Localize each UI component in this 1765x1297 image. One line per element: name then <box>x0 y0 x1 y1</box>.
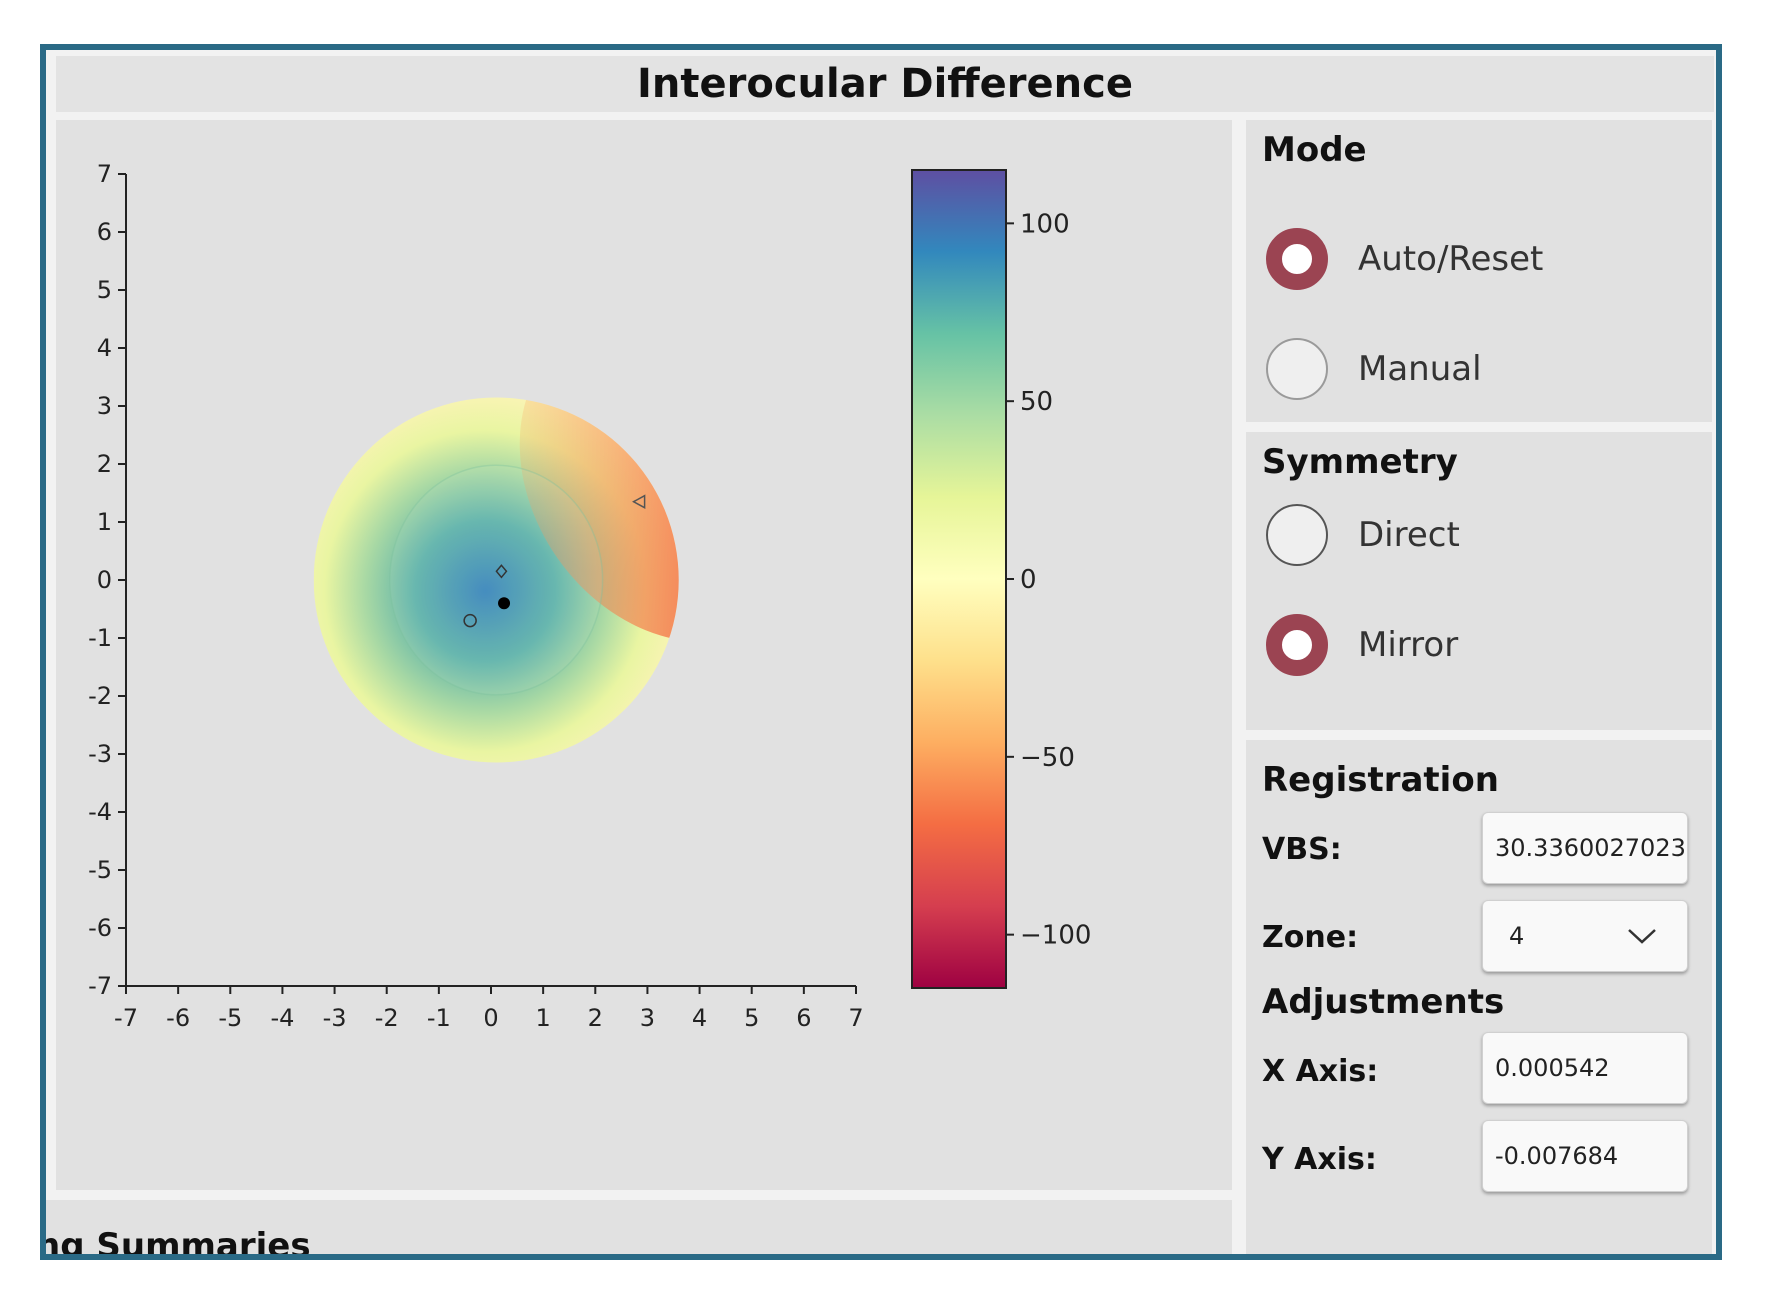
x-tick-label: 3 <box>640 1004 655 1032</box>
x-tick-label: 2 <box>588 1004 603 1032</box>
radio-auto-reset-indicator[interactable] <box>1266 228 1328 290</box>
x-axis-input[interactable]: 0.000542 <box>1482 1032 1688 1104</box>
y-tick-label: 1 <box>97 508 112 536</box>
open-circle-marker <box>463 613 477 628</box>
y-axis-value: -0.007684 <box>1495 1142 1619 1170</box>
colorbar-tick-label: 0 <box>1020 565 1037 595</box>
x-tick-label: -7 <box>114 1004 138 1032</box>
y-tick-label: -6 <box>88 914 112 942</box>
x-tick-label: -5 <box>218 1004 242 1032</box>
y-tick-label: 7 <box>97 160 112 188</box>
y-tick-label: 3 <box>97 392 112 420</box>
registration-title: Registration <box>1262 760 1499 800</box>
chevron-down-icon[interactable] <box>1625 926 1659 946</box>
plot-panel: -7 -6 -5 -4 -3 -2 -1 0 1 2 3 4 5 6 7 7 6 5 4 3 2 1 0 -1 -2 -3 -4 -5… <box>56 120 1232 1190</box>
vbs-input[interactable]: 30.3360027023 <box>1482 812 1688 884</box>
x-tick-label: -1 <box>427 1004 451 1032</box>
radio-direct[interactable]: Direct <box>1266 504 1460 566</box>
radio-manual[interactable]: Manual <box>1266 338 1482 400</box>
diamond-marker <box>495 564 508 579</box>
y-tick-label: 2 <box>97 450 112 478</box>
zone-value: 4 <box>1509 922 1525 950</box>
vbs-label: VBS: <box>1262 832 1342 867</box>
heat-field <box>313 397 679 763</box>
radio-auto-reset-label: Auto/Reset <box>1358 239 1544 279</box>
mode-panel: Mode Auto/Reset Manual <box>1246 120 1712 422</box>
y-tick-label: -5 <box>88 856 112 884</box>
x-axis-label: X Axis: <box>1262 1054 1379 1089</box>
symmetry-title: Symmetry <box>1262 442 1458 482</box>
y-axis-label: Y Axis: <box>1262 1142 1377 1177</box>
x-tick-label: -2 <box>375 1004 399 1032</box>
registration-panel: Registration VBS: 30.3360027023 Zone: 4 … <box>1246 740 1712 1254</box>
y-axis-input[interactable]: -0.007684 <box>1482 1120 1688 1192</box>
x-tick-label: 7 <box>848 1004 863 1032</box>
x-tick-label: -6 <box>166 1004 190 1032</box>
y-tick-label: 6 <box>97 218 112 246</box>
vbs-value: 30.3360027023 <box>1495 834 1686 862</box>
x-tick-label: 1 <box>536 1004 551 1032</box>
x-tick-label: 0 <box>483 1004 498 1032</box>
x-tick-label: -4 <box>270 1004 294 1032</box>
window-title: Interocular Difference <box>637 61 1133 107</box>
title-bar: Interocular Difference <box>56 56 1714 112</box>
inner-zone-outline <box>389 464 604 696</box>
x-tick-label: 6 <box>796 1004 811 1032</box>
radio-mirror-indicator[interactable] <box>1266 614 1328 676</box>
y-tick-label: -7 <box>88 972 112 1000</box>
triangle-marker <box>632 494 646 509</box>
colorbar-tick-label: 50 <box>1020 387 1053 417</box>
y-tick-label: -3 <box>88 740 112 768</box>
y-tick-label: -4 <box>88 798 112 826</box>
y-tick-label: 4 <box>97 334 112 362</box>
zone-label: Zone: <box>1262 920 1359 955</box>
filled-circle-marker <box>498 597 511 610</box>
colorbar-tick-label: −50 <box>1020 743 1075 773</box>
y-tick-label: -2 <box>88 682 112 710</box>
colorbar-tick-label: 100 <box>1020 209 1070 239</box>
interocular-difference-chart: -7 -6 -5 -4 -3 -2 -1 0 1 2 3 4 5 6 7 7 6 5 4 3 2 1 0 -1 -2 -3 -4 -5… <box>88 160 1091 1032</box>
y-tick-label: 0 <box>97 566 112 594</box>
radio-mirror[interactable]: Mirror <box>1266 614 1458 676</box>
mode-title: Mode <box>1262 130 1367 170</box>
x-axis-value: 0.000542 <box>1495 1054 1610 1082</box>
radio-direct-indicator[interactable] <box>1266 504 1328 566</box>
x-tick-label: -3 <box>323 1004 347 1032</box>
radio-mirror-label: Mirror <box>1358 625 1459 665</box>
colorbar-tick-label: −100 <box>1020 921 1091 951</box>
radio-manual-indicator[interactable] <box>1266 338 1328 400</box>
symmetry-panel: Symmetry Direct Mirror <box>1246 432 1712 730</box>
zone-dropdown[interactable]: 4 <box>1482 900 1688 972</box>
adjustments-title: Adjustments <box>1262 982 1505 1022</box>
y-tick-label: 5 <box>97 276 112 304</box>
y-tick-label: -1 <box>88 624 112 652</box>
bottom-section-title: ng Summaries <box>40 1226 311 1260</box>
x-tick-label: 4 <box>692 1004 707 1032</box>
radio-auto-reset[interactable]: Auto/Reset <box>1266 228 1543 290</box>
radio-manual-label: Manual <box>1358 349 1482 389</box>
app-window: Interocular Difference <box>40 44 1722 1260</box>
bottom-section: ng Summaries <box>46 1200 1232 1254</box>
x-tick-label: 5 <box>744 1004 759 1032</box>
colorbar <box>911 169 1007 989</box>
radio-direct-label: Direct <box>1358 515 1460 555</box>
